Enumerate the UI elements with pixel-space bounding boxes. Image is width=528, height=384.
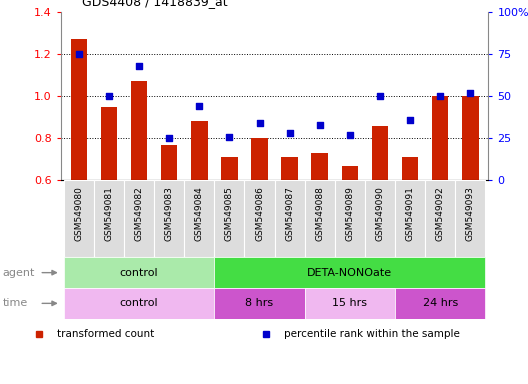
Text: GSM549083: GSM549083 bbox=[165, 187, 174, 242]
Bar bbox=[221, 157, 238, 180]
Bar bbox=[101, 107, 117, 180]
Bar bbox=[244, 180, 275, 257]
Bar bbox=[214, 180, 244, 257]
Bar bbox=[161, 144, 177, 180]
Bar bbox=[335, 180, 365, 257]
Text: 24 hrs: 24 hrs bbox=[422, 298, 458, 308]
Point bbox=[376, 93, 384, 99]
Text: GDS4408 / 1418839_at: GDS4408 / 1418839_at bbox=[82, 0, 228, 8]
Point bbox=[195, 103, 203, 109]
Point bbox=[225, 134, 233, 140]
Bar bbox=[462, 96, 478, 180]
Bar bbox=[395, 288, 485, 319]
Text: control: control bbox=[120, 268, 158, 278]
Bar bbox=[305, 180, 335, 257]
Text: 15 hrs: 15 hrs bbox=[332, 298, 367, 308]
Bar bbox=[214, 288, 305, 319]
Bar bbox=[342, 166, 358, 180]
Point bbox=[466, 89, 475, 96]
Point bbox=[316, 122, 324, 128]
Point bbox=[406, 117, 414, 123]
Bar bbox=[191, 121, 208, 180]
Text: GSM549081: GSM549081 bbox=[105, 187, 114, 242]
Point bbox=[165, 135, 173, 141]
Bar bbox=[71, 39, 87, 180]
Bar bbox=[432, 96, 448, 180]
Text: GSM549093: GSM549093 bbox=[466, 187, 475, 242]
Text: GSM549092: GSM549092 bbox=[436, 187, 445, 242]
Text: GSM549082: GSM549082 bbox=[135, 187, 144, 242]
Text: control: control bbox=[120, 298, 158, 308]
Text: GSM549090: GSM549090 bbox=[375, 187, 384, 242]
Text: GSM549080: GSM549080 bbox=[74, 187, 83, 242]
Bar bbox=[64, 180, 94, 257]
Text: DETA-NONOate: DETA-NONOate bbox=[307, 268, 392, 278]
Point bbox=[346, 132, 354, 138]
Point bbox=[135, 63, 143, 69]
Text: GSM549087: GSM549087 bbox=[285, 187, 294, 242]
Bar bbox=[395, 180, 425, 257]
Bar bbox=[131, 81, 147, 180]
Bar bbox=[281, 157, 298, 180]
Bar bbox=[402, 157, 418, 180]
Text: agent: agent bbox=[3, 268, 35, 278]
Bar bbox=[312, 153, 328, 180]
Text: GSM549084: GSM549084 bbox=[195, 187, 204, 242]
Point bbox=[436, 93, 445, 99]
Text: GSM549089: GSM549089 bbox=[345, 187, 354, 242]
Bar bbox=[372, 126, 388, 180]
Bar bbox=[154, 180, 184, 257]
Text: GSM549091: GSM549091 bbox=[406, 187, 414, 242]
Bar bbox=[251, 138, 268, 180]
Text: GSM549088: GSM549088 bbox=[315, 187, 324, 242]
Point bbox=[105, 93, 113, 99]
Bar bbox=[305, 288, 395, 319]
Text: transformed count: transformed count bbox=[57, 329, 154, 339]
Bar bbox=[425, 180, 455, 257]
Bar bbox=[94, 180, 124, 257]
Bar bbox=[455, 180, 485, 257]
Bar bbox=[184, 180, 214, 257]
Bar bbox=[64, 257, 214, 288]
Text: 8 hrs: 8 hrs bbox=[246, 298, 274, 308]
Bar bbox=[365, 180, 395, 257]
Text: percentile rank within the sample: percentile rank within the sample bbox=[284, 329, 460, 339]
Point bbox=[286, 130, 294, 136]
Bar bbox=[275, 180, 305, 257]
Text: GSM549085: GSM549085 bbox=[225, 187, 234, 242]
Text: GSM549086: GSM549086 bbox=[255, 187, 264, 242]
Bar bbox=[124, 180, 154, 257]
Point bbox=[74, 51, 83, 57]
Point bbox=[255, 120, 263, 126]
Text: time: time bbox=[3, 298, 28, 308]
Bar bbox=[214, 257, 485, 288]
Bar bbox=[64, 288, 214, 319]
